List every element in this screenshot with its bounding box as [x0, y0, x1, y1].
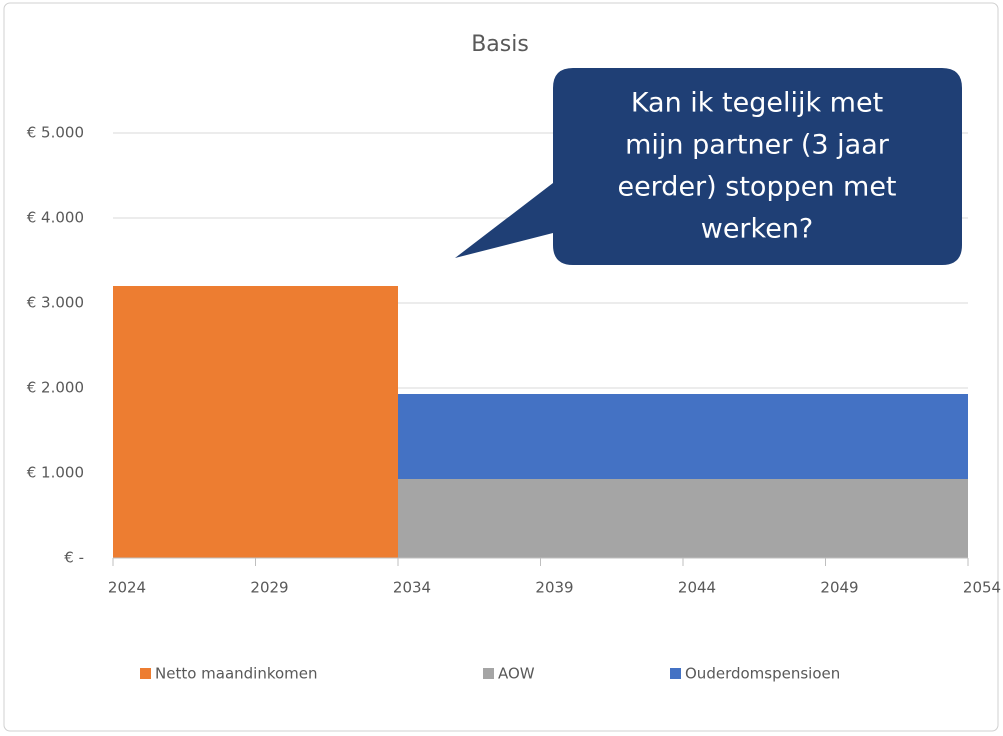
legend-swatch: [483, 668, 494, 679]
callout-bubble: [455, 68, 962, 265]
legend-swatch: [140, 668, 151, 679]
y-tick-label: € 3.000: [27, 294, 84, 312]
x-tick-label: 2044: [678, 579, 716, 597]
callout-text: werken?: [701, 214, 814, 245]
callout-text: mijn partner (3 jaar: [625, 130, 890, 161]
x-tick-label: 2024: [108, 579, 146, 597]
area: [113, 286, 968, 558]
y-tick-label: € 5.000: [27, 124, 84, 142]
area: [113, 286, 968, 479]
legend-label: Ouderdomspensioen: [685, 665, 840, 683]
chart-title: Basis: [471, 32, 529, 57]
x-tick-label: 2029: [250, 579, 288, 597]
y-tick-label: € 1.000: [27, 464, 84, 482]
y-tick-label: € 2.000: [27, 379, 84, 397]
x-tick-label: 2034: [393, 579, 431, 597]
x-tick-label: 2054: [963, 579, 1001, 597]
y-tick-label: € -: [64, 549, 84, 567]
y-tick-label: € 4.000: [27, 209, 84, 227]
legend-swatch: [670, 668, 681, 679]
callout-text: eerder) stoppen met: [617, 172, 896, 203]
callout-text: Kan ik tegelijk met: [631, 88, 883, 119]
area: [113, 286, 968, 558]
legend-label: AOW: [498, 665, 535, 683]
legend-label: Netto maandinkomen: [155, 665, 318, 683]
x-tick-label: 2049: [820, 579, 858, 597]
x-tick-label: 2039: [535, 579, 573, 597]
